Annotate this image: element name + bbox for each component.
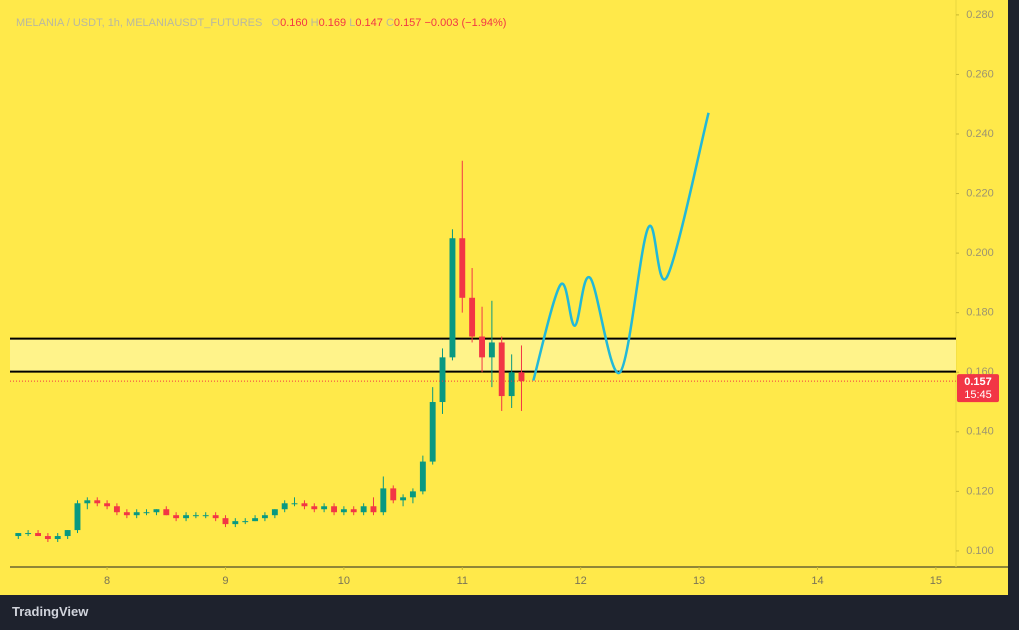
candle-body [331, 506, 338, 513]
last-price-box [957, 374, 999, 403]
candle-body [173, 515, 180, 519]
x-tick-label: 11 [457, 575, 468, 587]
c-value: 0.157 [393, 17, 422, 29]
candle-body [350, 509, 357, 513]
candle-body [104, 503, 111, 507]
candle-body [64, 530, 71, 537]
chart-background [0, 0, 1008, 595]
candle-body [133, 512, 140, 516]
candle-body [370, 506, 377, 513]
candle-body [459, 238, 466, 298]
l-label: L [349, 17, 356, 29]
change: −0.003 (−1.94%) [424, 17, 507, 29]
candle-body [44, 536, 51, 540]
candle-body [360, 506, 367, 513]
x-tick-label: 8 [104, 575, 110, 587]
candle-body [252, 518, 259, 522]
c-label: C [385, 17, 394, 29]
y-tick-label: 0.120 [966, 485, 994, 497]
candle-body [94, 500, 101, 504]
symbol: MELANIA / USDT, 1h, MELANIAUSDT_FUTURES [16, 17, 263, 29]
candle-body [449, 238, 456, 358]
candle-body [212, 515, 219, 519]
candle-body [419, 461, 426, 492]
candle-body [409, 491, 416, 498]
candle-body [340, 509, 347, 513]
candle-body [183, 515, 190, 519]
o-label: O [271, 17, 281, 29]
candle-body [192, 515, 199, 517]
x-tick-label: 13 [693, 575, 705, 587]
h-value: 0.169 [318, 17, 347, 29]
countdown: 15:45 [964, 389, 992, 401]
candle-body [163, 509, 170, 516]
candle-body [469, 297, 476, 337]
candle-body [498, 342, 505, 397]
candle-body [84, 500, 91, 504]
candle-body [113, 506, 120, 513]
candle-body [518, 372, 525, 382]
y-tick-label: 0.100 [966, 545, 994, 557]
legend: MELANIA / USDT, 1h, MELANIAUSDT_FUTURES … [16, 17, 506, 29]
y-tick-label: 0.220 [966, 187, 994, 199]
y-tick-label: 0.180 [966, 307, 994, 319]
candle-body [479, 336, 486, 358]
candle-body [439, 357, 446, 403]
candle-body [291, 503, 298, 505]
candle-body [74, 503, 81, 531]
candle-body [25, 533, 32, 535]
y-tick-label: 0.280 [966, 9, 994, 21]
x-tick-label: 10 [338, 575, 350, 587]
candle-body [222, 518, 229, 525]
candle-body [261, 515, 268, 519]
candle-body [143, 512, 150, 514]
brand[interactable]: TradingView [12, 604, 88, 619]
x-tick-label: 12 [575, 575, 587, 587]
brand-text[interactable]: TradingView [12, 604, 89, 619]
candle-body [390, 488, 397, 501]
candle-body [153, 509, 160, 513]
candle-body [15, 533, 22, 537]
candle-body [429, 402, 436, 462]
y-tick-label: 0.140 [966, 426, 994, 438]
candle-body [281, 503, 288, 510]
h-label: H [310, 17, 319, 29]
o-value: 0.160 [280, 17, 308, 29]
candle-body [232, 521, 239, 525]
last-price-label: 0.157 [964, 376, 992, 388]
candle-body [123, 512, 130, 516]
y-tick-label: 0.260 [966, 68, 994, 80]
y-tick-label: 0.240 [966, 128, 994, 140]
y-tick-label: 0.200 [966, 247, 994, 259]
candle-body [35, 533, 42, 537]
candle-body [400, 497, 407, 501]
candle-body [488, 342, 495, 358]
candle-body [321, 506, 328, 510]
candle-body [311, 506, 318, 510]
candle-body [242, 521, 249, 523]
x-tick-label: 9 [222, 575, 228, 587]
candle-body [202, 515, 209, 517]
candle-body [301, 503, 308, 507]
x-tick-label: 14 [811, 575, 823, 587]
projection-line [532, 112, 710, 381]
candle-body [271, 509, 278, 516]
l-value: 0.147 [355, 17, 383, 29]
x-tick-label: 15 [930, 575, 942, 587]
candle-body [54, 536, 61, 540]
candle-body [380, 488, 387, 513]
candle-body [508, 372, 515, 397]
